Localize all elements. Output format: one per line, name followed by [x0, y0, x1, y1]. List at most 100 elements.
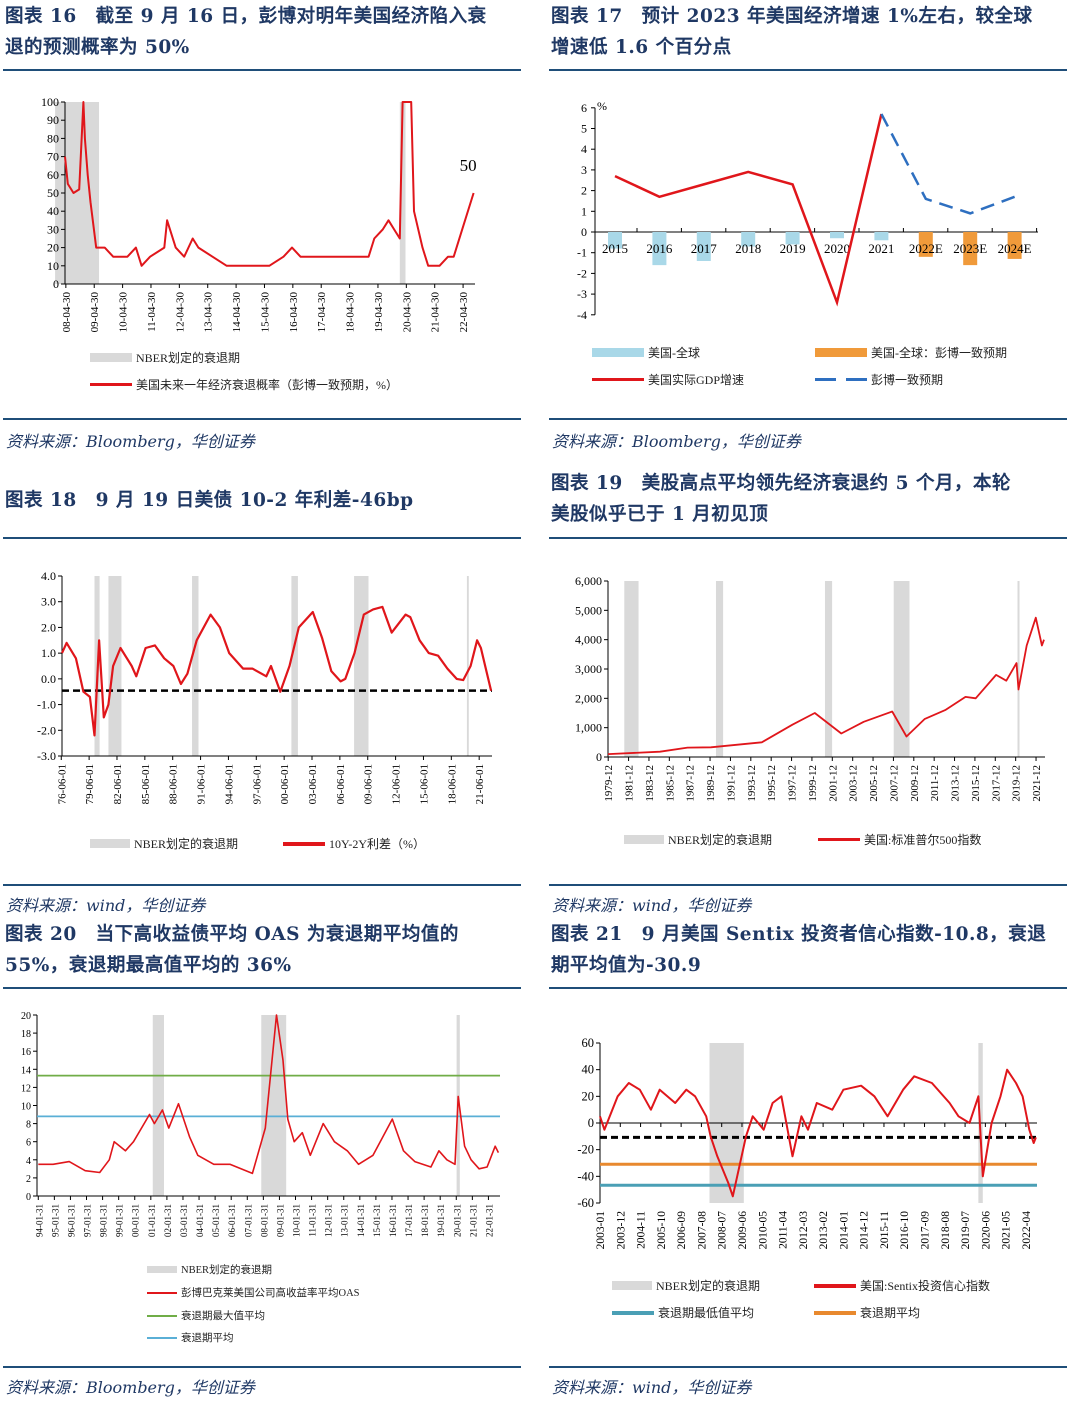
- y-tick-label: -1.0: [37, 698, 56, 712]
- x-tick-label: 1997-12: [787, 765, 799, 802]
- recession-band: [1017, 581, 1020, 757]
- series-line: [607, 616, 1045, 755]
- x-tick-label: 02-01-31: [163, 1204, 173, 1237]
- divider: [549, 1366, 1067, 1368]
- x-tick-label: 2004-11: [636, 1211, 648, 1249]
- x-tick-label: 15-06-01: [418, 764, 430, 804]
- x-tick-label: 10-04-30: [118, 292, 130, 333]
- legend-swatch: [90, 383, 132, 386]
- x-tick-label: 13-04-30: [203, 292, 215, 333]
- y-tick-label: -2: [577, 266, 587, 280]
- x-tick-label: 98-01-31: [99, 1204, 109, 1237]
- x-tick-label: 05-01-31: [211, 1204, 221, 1237]
- x-tick-label: 07-01-31: [243, 1204, 253, 1237]
- x-tick-label: 17-01-31: [404, 1204, 414, 1237]
- chart19-title-line2: 美股似乎已于 1 月初见顶: [551, 504, 769, 525]
- y-tick-label: 12: [21, 1083, 31, 1094]
- legend-swatch: [612, 1281, 652, 1290]
- x-tick-label: 99-01-31: [115, 1204, 125, 1237]
- recession-band: [466, 576, 469, 756]
- y-tick-label: 6: [581, 101, 587, 115]
- x-tick-label: 2010-05: [757, 1211, 769, 1250]
- y-tick-label: 5: [581, 122, 587, 136]
- y-tick-label: 16: [21, 1047, 31, 1058]
- y-tick-label: 40: [582, 1063, 595, 1077]
- divider: [3, 1366, 521, 1368]
- x-tick-label: 97-01-31: [83, 1204, 93, 1237]
- x-tick-label: 19-04-30: [373, 292, 385, 333]
- y-tick-label: -1: [577, 246, 587, 260]
- legend-label: 美国实际GDP增速: [648, 373, 745, 387]
- x-tick-label: 17-04-30: [316, 292, 328, 333]
- legend-label: 美国:Sentix投资信心指数: [860, 1279, 991, 1293]
- legend-item-forecast-gap: 美国-全球：彭博一致预期: [815, 344, 1007, 361]
- y-tick-label: -3: [577, 287, 587, 301]
- divider: [3, 418, 521, 420]
- divider: [3, 537, 521, 539]
- x-tick-label: 08-04-30: [61, 292, 73, 333]
- y-tick-label: -40: [577, 1169, 594, 1183]
- legend-item-recession: NBER划定的衰退期: [90, 349, 240, 366]
- legend-item-sentix: 美国:Sentix投资信心指数: [814, 1277, 990, 1294]
- x-tick-label: 19-01-31: [436, 1204, 446, 1237]
- x-tick-label: 1979-12: [603, 765, 615, 802]
- chart19-plot: 0 1,000 2,000 3,000 4,000 5,000 6,000 1979-12 19…: [575, 574, 1045, 802]
- recession-band: [108, 576, 122, 756]
- y-tick-label: 60: [582, 1036, 595, 1050]
- legend-item-gdp: 美国实际GDP增速: [592, 371, 744, 388]
- y-tick-label: 2,000: [575, 691, 602, 705]
- chart21-source: 资料来源：wind，华创证券: [552, 1378, 752, 1397]
- x-tick-label: 00-06-01: [279, 764, 291, 804]
- y-tick-label: 6,000: [575, 574, 602, 588]
- x-tick-label: 11-04-30: [146, 292, 158, 332]
- x-tick-label: 14-01-31: [356, 1204, 366, 1237]
- x-tick-label: 09-04-30: [89, 292, 101, 333]
- series-line: [64, 101, 475, 267]
- y-tick-label: 70: [47, 150, 59, 164]
- recession-band: [354, 576, 369, 756]
- series-line: [60, 605, 493, 737]
- legend-swatch: [90, 839, 130, 848]
- x-tick-label: 2012-03: [798, 1211, 810, 1250]
- recession-band: [824, 581, 833, 757]
- recession-band: [893, 581, 910, 757]
- legend-swatch: [624, 835, 664, 844]
- chart19-source: 资料来源：wind，华创证券: [552, 896, 752, 915]
- x-tick-label: 08-01-31: [259, 1204, 269, 1237]
- y-tick-label: 1.0: [41, 646, 56, 660]
- legend-swatch: [818, 838, 860, 841]
- legend-swatch: [147, 1291, 177, 1294]
- x-tick-label: 2011-12: [929, 765, 941, 801]
- legend-label: NBER划定的衰退期: [136, 351, 241, 365]
- x-tick-label: 2003-12: [848, 765, 860, 802]
- x-tick-label: 2019-07: [960, 1211, 972, 1250]
- chart16-title-line2: 退的预测概率为 50%: [5, 37, 190, 58]
- x-tick-label: 2013-02: [818, 1211, 830, 1250]
- x-tick-label: 12-06-01: [391, 764, 403, 804]
- y-tick-label: -4: [577, 308, 587, 322]
- y-tick-label: 8: [26, 1120, 31, 1131]
- recession-band: [624, 581, 639, 757]
- legend-swatch: [147, 1336, 177, 1339]
- legend-item-consensus: 彭博一致预期: [815, 371, 943, 388]
- y-tick-label: 20: [47, 241, 59, 255]
- x-tick-label: 2018: [735, 241, 761, 256]
- chart20-title-line2: 55%，衰退期最高值平均的 36%: [5, 955, 292, 976]
- legend-item-recession: NBER划定的衰退期: [90, 835, 238, 852]
- y-tick-label: -20: [577, 1143, 594, 1157]
- x-tick-label: 2022E: [909, 241, 943, 256]
- x-tick-label: 21-01-31: [468, 1204, 478, 1237]
- x-tick-label: 2024E: [998, 241, 1032, 256]
- chart21-title-line1: 图表 21 9 月美国 Sentix 投资者信心指数-10.8，衰退: [551, 924, 1047, 945]
- y-tick-label: 10: [21, 1102, 31, 1113]
- legend-item-recession: NBER划定的衰退期: [624, 831, 772, 848]
- x-tick-label: 09-01-31: [275, 1204, 285, 1237]
- legend-item-min-avg: 衰退期最低值平均: [612, 1304, 754, 1321]
- y-tick-label: -3.0: [37, 749, 56, 763]
- chart21-title-line2: 期平均值为-30.9: [551, 955, 702, 976]
- legend-label: NBER划定的衰退期: [668, 833, 773, 847]
- divider: [549, 884, 1067, 886]
- y-tick-label: 100: [41, 95, 59, 109]
- legend-label: 衰退期最大值平均: [181, 1311, 265, 1322]
- x-tick-label: 03-06-01: [307, 764, 319, 804]
